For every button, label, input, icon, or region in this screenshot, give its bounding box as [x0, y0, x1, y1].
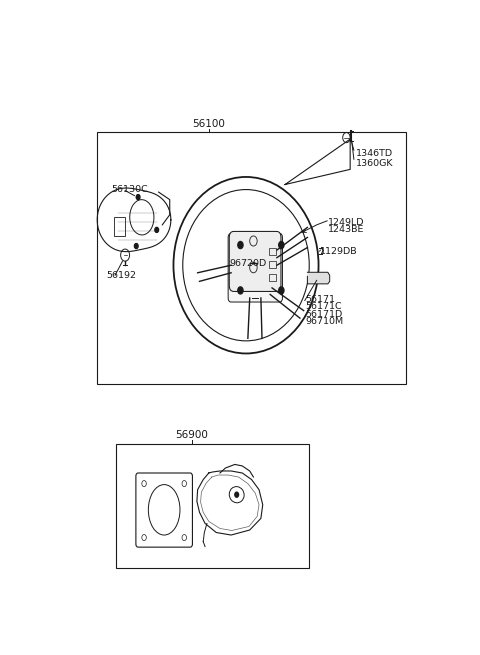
Text: 56192: 56192 — [107, 271, 136, 280]
Text: 56100: 56100 — [192, 119, 225, 129]
Circle shape — [136, 195, 140, 200]
Circle shape — [279, 242, 284, 248]
Bar — [114, 217, 125, 236]
Text: 56171D: 56171D — [305, 310, 343, 318]
FancyBboxPatch shape — [229, 231, 281, 291]
Bar — [97, 132, 406, 384]
FancyBboxPatch shape — [228, 233, 282, 302]
Text: 1360GK: 1360GK — [356, 159, 393, 168]
Bar — [269, 274, 276, 281]
Circle shape — [238, 242, 243, 248]
Bar — [269, 261, 276, 268]
Text: 96710M: 96710M — [305, 317, 344, 326]
Text: 56171: 56171 — [305, 295, 336, 303]
Circle shape — [279, 287, 284, 294]
Text: 1249LD: 1249LD — [328, 218, 364, 227]
Text: 56171C: 56171C — [305, 302, 342, 311]
Polygon shape — [307, 272, 330, 284]
Circle shape — [134, 244, 138, 248]
Text: 96720D: 96720D — [229, 259, 266, 268]
Text: 1243BE: 1243BE — [328, 225, 364, 234]
Text: 56900: 56900 — [176, 430, 208, 440]
Circle shape — [155, 227, 158, 233]
Text: 1346TD: 1346TD — [356, 149, 393, 158]
Circle shape — [235, 492, 239, 497]
Bar — [269, 248, 276, 255]
Text: 56130C: 56130C — [111, 185, 148, 194]
Circle shape — [238, 287, 243, 294]
Bar — [116, 444, 309, 568]
Text: 1129DB: 1129DB — [321, 246, 358, 255]
